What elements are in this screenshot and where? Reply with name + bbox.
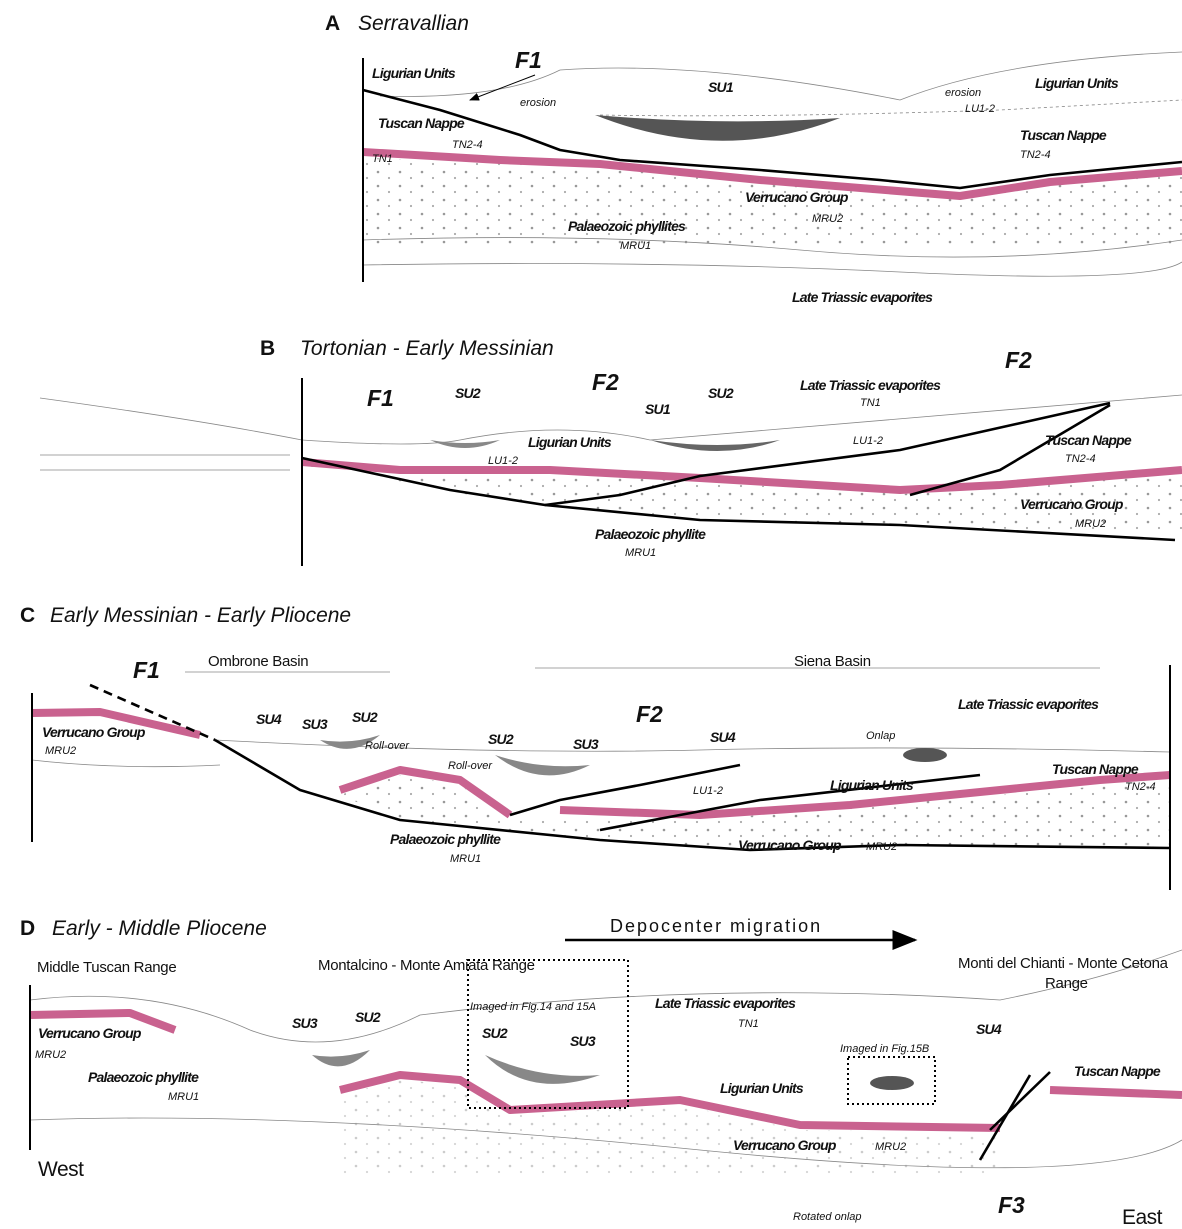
section-label: Ligurian Units <box>372 65 456 81</box>
onlap <box>870 1076 914 1090</box>
panel-letter: A <box>325 12 340 35</box>
section-label: LU1-2 <box>965 103 995 115</box>
section-label: MRU2 <box>866 841 897 853</box>
section-label: Montalcino - Monte Amiata Range <box>318 957 535 974</box>
section-label: MRU2 <box>1075 518 1106 530</box>
section-label: Tuscan Nappe <box>1020 127 1107 143</box>
section-label: Onlap <box>866 730 895 742</box>
section-label: F3 <box>998 1192 1025 1218</box>
section-label: Verrucano Group <box>738 837 842 853</box>
section-label: Tuscan Nappe <box>1074 1063 1161 1079</box>
section-label: Ligurian Units <box>720 1080 804 1096</box>
section-label: Palaeozoic phyllite <box>88 1069 199 1085</box>
section-label: Middle Tuscan Range <box>37 959 176 976</box>
panel-letter: D <box>20 917 35 940</box>
section-label: Imaged in Fig.14 and 15A <box>470 1001 596 1013</box>
section-label: erosion <box>945 87 981 99</box>
section-label: Roll-over <box>448 760 493 772</box>
section-label: Rotated onlap <box>793 1211 862 1223</box>
section-label: Ligurian Units <box>528 434 612 450</box>
section-label: TN2-4 <box>1125 781 1156 793</box>
panel-title: Early - Middle Pliocene <box>52 917 267 940</box>
section-label: Ligurian Units <box>830 777 914 793</box>
section-label: Depocenter migration <box>610 916 822 936</box>
section-label: Tuscan Nappe <box>378 115 465 131</box>
section-label: Palaeozoic phyllites <box>568 218 686 234</box>
section-label: West <box>38 1158 84 1181</box>
section-label: F2 <box>592 369 619 395</box>
section-label: F1 <box>133 657 160 683</box>
section-label: LU1-2 <box>488 455 518 467</box>
section-label: Late Triassic evaporites <box>800 377 941 393</box>
section-label: Verrucano Group <box>745 189 849 205</box>
section-label: SU2 <box>355 1009 381 1025</box>
section-label: MRU2 <box>875 1141 906 1153</box>
panel-title: Serravallian <box>358 12 469 35</box>
section-label: Siena Basin <box>794 653 871 670</box>
section-label: Verrucano Group <box>38 1025 142 1041</box>
section-label: SU3 <box>302 716 328 732</box>
section-label: Palaeozoic phyllite <box>595 526 706 542</box>
section-label: SU2 <box>352 709 378 725</box>
section-label: SU4 <box>976 1021 1002 1037</box>
section-label: Verrucano Group <box>1020 496 1124 512</box>
section-label: SU2 <box>455 385 481 401</box>
section-label: LU1-2 <box>693 785 723 797</box>
section-label: MRU1 <box>450 853 481 865</box>
section-label: SU2 <box>482 1025 508 1041</box>
section-label: Palaeozoic phyllite <box>390 831 501 847</box>
section-label: Tuscan Nappe <box>1052 761 1139 777</box>
section-label: TN2-4 <box>452 139 483 151</box>
figure: A Serravallian F1 Ligurian Units erosion SU1 e… <box>0 0 1182 1229</box>
tn1-band <box>1050 1090 1182 1095</box>
section-label: F1 <box>515 47 542 73</box>
section-label: SU2 <box>708 385 734 401</box>
onlap <box>903 748 947 762</box>
section-label: East <box>1122 1206 1163 1229</box>
section-label: SU1 <box>645 401 671 417</box>
section-label: SU3 <box>292 1015 318 1031</box>
section-label: erosion <box>520 97 556 109</box>
section-label: Tuscan Nappe <box>1045 432 1132 448</box>
section-label: Ligurian Units <box>1035 75 1119 91</box>
section-label: SU3 <box>570 1033 596 1049</box>
section-label: TN2-4 <box>1020 149 1051 161</box>
section-label: Verrucano Group <box>733 1137 837 1153</box>
section-label: TN2-4 <box>1065 453 1096 465</box>
section-label: Late Triassic evaporites <box>958 696 1099 712</box>
panel-title: Tortonian - Early Messinian <box>300 337 554 360</box>
section-label: Imaged in Fig.15B <box>840 1043 929 1055</box>
section-label: F2 <box>636 701 663 727</box>
section-label: Late Triassic evaporites <box>655 995 796 1011</box>
section-label: MRU1 <box>168 1091 199 1103</box>
section-label: LU1-2 <box>853 435 883 447</box>
section-label: TN1 <box>372 153 393 165</box>
section-label: F1 <box>367 385 394 411</box>
section-label: Late Triassic evaporites <box>792 289 933 305</box>
section-label: F2 <box>1005 347 1032 373</box>
section-label: MRU1 <box>625 547 656 559</box>
section-label: SU1 <box>708 79 734 95</box>
section-label: MRU2 <box>45 745 76 757</box>
section-label: Roll-over <box>365 740 410 752</box>
section-label: SU4 <box>710 729 736 745</box>
section-label: MRU1 <box>620 240 651 252</box>
section-label: Verrucano Group <box>42 724 146 740</box>
panel-title: Early Messinian - Early Pliocene <box>50 604 351 627</box>
section-label: TN1 <box>738 1018 759 1030</box>
section-label: Range <box>1045 975 1088 992</box>
section-label: Monti del Chianti - Monte Cetona <box>958 955 1169 972</box>
panel-letter: C <box>20 604 35 627</box>
section-label: TN1 <box>860 397 881 409</box>
section-label: SU3 <box>573 736 599 752</box>
section-label: MRU2 <box>812 213 843 225</box>
section-label: SU4 <box>256 711 282 727</box>
section-label: Ombrone Basin <box>208 653 308 670</box>
panel-letter: B <box>260 337 275 360</box>
section-label: MRU2 <box>35 1049 66 1061</box>
section-label: SU2 <box>488 731 514 747</box>
